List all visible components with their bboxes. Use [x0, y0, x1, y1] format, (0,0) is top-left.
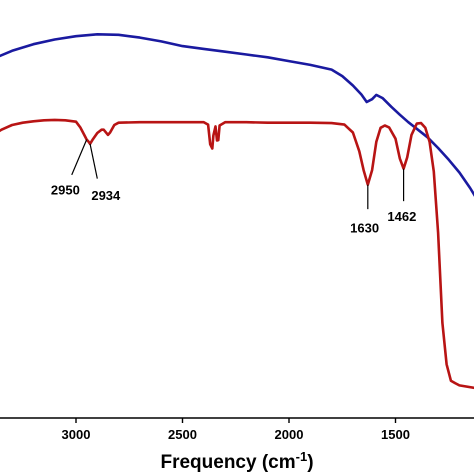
- x-tick-label-1500: 1500: [381, 427, 410, 442]
- x-axis-title-close: ): [307, 452, 313, 473]
- x-axis-title: Frequency (cm-1): [160, 449, 313, 473]
- x-tick-label-2500: 2500: [168, 427, 197, 442]
- peak-label-2950: 2950: [51, 183, 80, 198]
- x-tick-label-2000: 2000: [275, 427, 304, 442]
- series-line-2: [0, 118, 474, 390]
- peak-annotations: 295029341630146210: [51, 139, 416, 236]
- x-axis-title-superscript: -1: [296, 449, 308, 464]
- series-layer: [0, 33, 474, 390]
- peak-leader-line-2934: [89, 143, 98, 179]
- peak-leader-line-2950: [71, 139, 88, 176]
- series-line-1: [0, 33, 474, 197]
- x-tick-label-3000: 3000: [62, 427, 91, 442]
- peak-label-1462: 1462: [387, 209, 416, 224]
- peak-label-1630: 1630: [350, 221, 379, 236]
- peak-label-2934: 2934: [91, 188, 121, 203]
- x-axis: 30002500200015001000: [0, 417, 474, 442]
- x-axis-title-main: Frequency (cm: [160, 452, 295, 473]
